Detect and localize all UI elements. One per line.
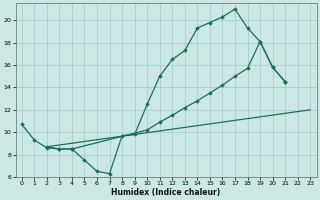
X-axis label: Humidex (Indice chaleur): Humidex (Indice chaleur) <box>111 188 221 197</box>
